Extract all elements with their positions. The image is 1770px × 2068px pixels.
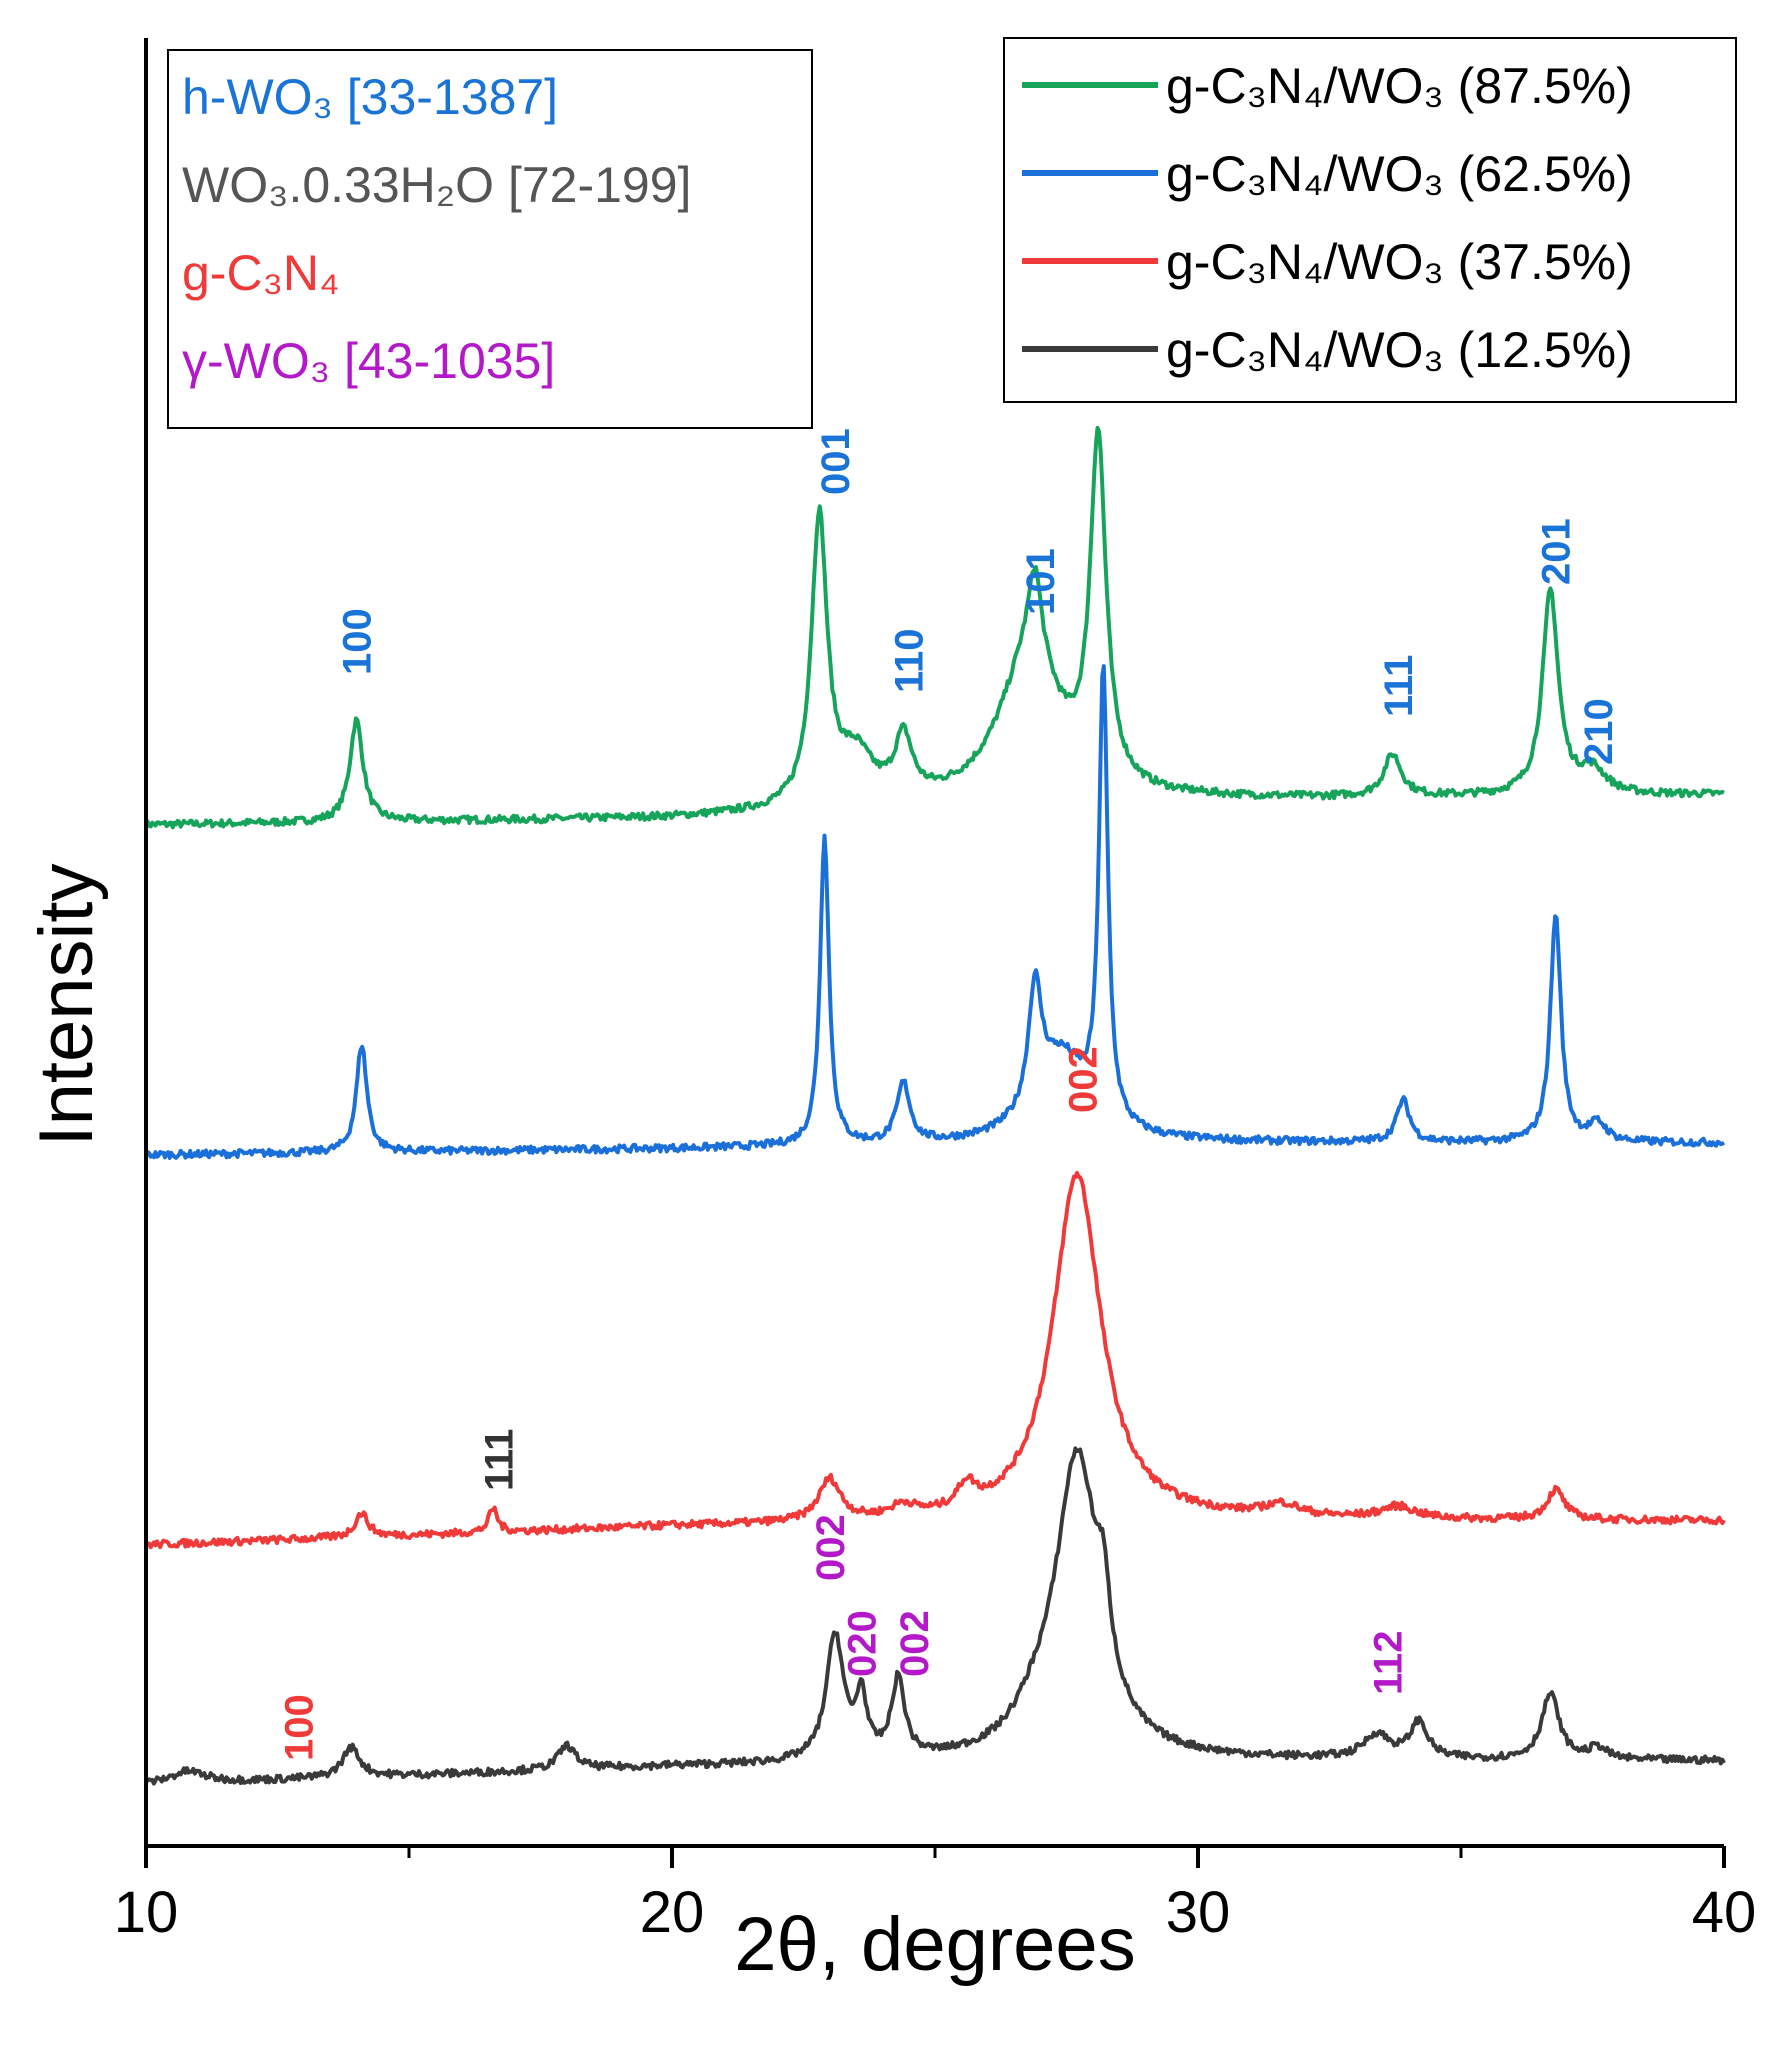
- peak-label: 110: [888, 628, 932, 693]
- peak-label: 100: [278, 1694, 322, 1761]
- reference-legend-entry: WO₃.0.33H₂O [72-199]: [182, 157, 691, 213]
- x-tick-label: 10: [114, 1880, 179, 1945]
- plot-series-group: [144, 425, 1726, 1786]
- peak-label: 201: [1535, 518, 1579, 585]
- series-legend: g-C₃N₄/WO₃ (87.5%) g-C₃N₄/WO₃ (62.5%) g-C₃…: [1003, 37, 1737, 403]
- reference-legend: h-WO₃ [33-1387] WO₃.0.33H₂O [72-199] g-C₃N…: [167, 49, 813, 429]
- x-tick-label: 20: [640, 1880, 705, 1945]
- series-line-3: [144, 1170, 1726, 1550]
- peak-label: 111: [477, 1429, 521, 1491]
- reference-legend-entry: h-WO₃ [33-1387]: [182, 69, 558, 125]
- peak-label: 112: [1366, 1630, 1410, 1695]
- peak-label: 002: [809, 1514, 853, 1581]
- peak-label: 002: [1061, 1046, 1105, 1113]
- peak-label: 020: [840, 1610, 884, 1677]
- series-legend-box: [1003, 37, 1737, 403]
- series-line-4: [144, 1446, 1726, 1786]
- reference-legend-entry: γ-WO₃ [43-1035]: [182, 333, 555, 389]
- peak-label: 001: [814, 428, 858, 495]
- peak-label: 101: [1019, 548, 1063, 615]
- series-line-2: [144, 664, 1726, 1160]
- peak-annotations-group: 1000011101012001112012100021111000020200…: [278, 332, 1621, 1761]
- legend-entry-label: g-C₃N₄/WO₃ (12.5%): [1166, 322, 1633, 378]
- reference-legend-box: [167, 49, 813, 429]
- x-axis-title: 2θ, degrees: [734, 1902, 1135, 1987]
- legend-entry-label: g-C₃N₄/WO₃ (87.5%): [1166, 58, 1633, 114]
- legend-entry-label: g-C₃N₄/WO₃ (37.5%): [1166, 234, 1633, 290]
- x-tick-label: 40: [1692, 1880, 1757, 1945]
- peak-label: 210: [1577, 698, 1621, 765]
- legend-entry-label: g-C₃N₄/WO₃ (62.5%): [1166, 146, 1633, 202]
- x-axis-ticks: 10 20 30 40: [114, 1846, 1757, 1945]
- peak-label: 100: [335, 608, 379, 675]
- peak-label: 111: [1377, 655, 1421, 717]
- reference-legend-entry: g-C₃N₄: [182, 245, 339, 301]
- peak-label: 002: [893, 1610, 937, 1677]
- x-tick-label: 30: [1166, 1880, 1231, 1945]
- series-line-1: [144, 425, 1725, 830]
- y-axis-title: Intensity: [24, 863, 109, 1146]
